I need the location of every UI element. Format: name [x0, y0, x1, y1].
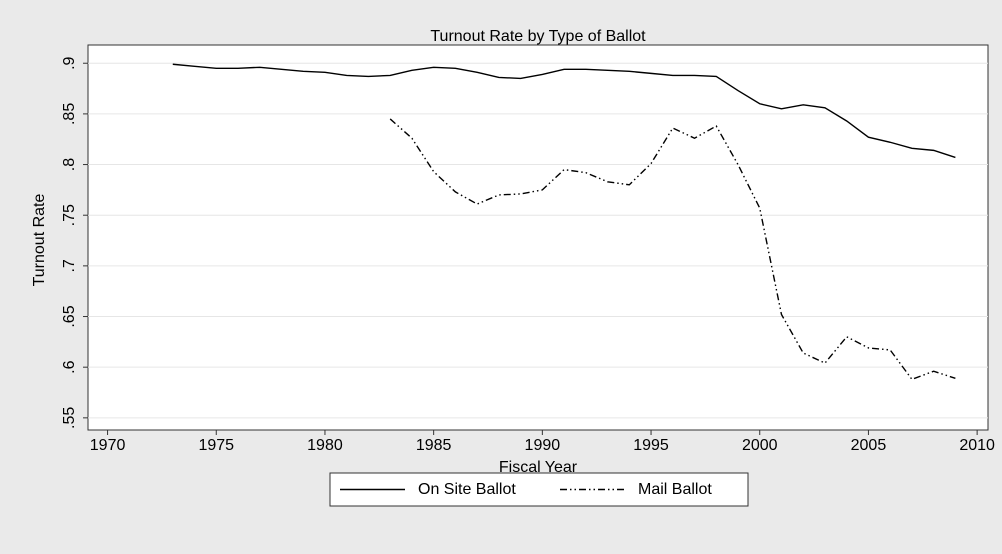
- x-tick-label: 2000: [742, 437, 778, 454]
- y-tick-label: .55: [61, 407, 78, 429]
- plot-area: [87, 44, 989, 431]
- y-tick-label: .85: [61, 103, 78, 125]
- x-tick-label: 2010: [959, 437, 995, 454]
- y-tick-label: .6: [61, 360, 78, 373]
- y-axis-title: Turnout Rate: [31, 194, 48, 287]
- x-tick-label: 1985: [416, 437, 452, 454]
- legend-label: Mail Ballot: [638, 481, 712, 498]
- x-tick-label: 1990: [525, 437, 561, 454]
- x-tick-label: 1970: [90, 437, 126, 454]
- legend-label: On Site Ballot: [418, 481, 516, 498]
- y-tick-label: .65: [61, 305, 78, 327]
- y-tick-label: .9: [61, 56, 78, 69]
- y-tick-label: .8: [61, 158, 78, 171]
- x-axis-title: Fiscal Year: [499, 459, 578, 476]
- y-tick-label: .75: [61, 204, 78, 226]
- x-tick-label: 1975: [198, 437, 234, 454]
- series-line: [172, 63, 956, 159]
- x-tick-label: 1980: [307, 437, 343, 454]
- x-tick-label: 1995: [633, 437, 669, 454]
- x-tick-label: 2005: [851, 437, 887, 454]
- chart-title: Turnout Rate by Type of Ballot: [430, 28, 646, 45]
- y-tick-label: .7: [61, 259, 78, 272]
